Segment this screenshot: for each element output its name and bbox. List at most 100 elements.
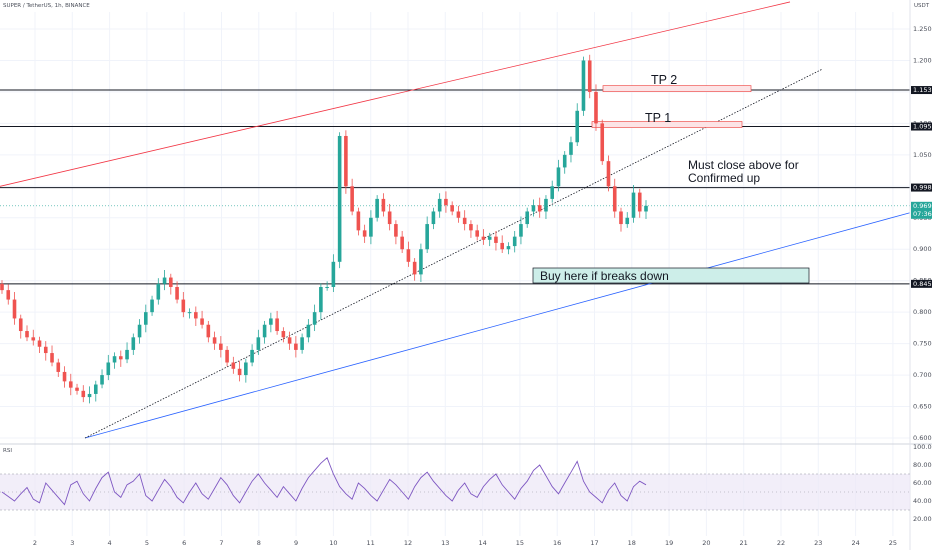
candle-body <box>75 387 79 391</box>
price-badge <box>911 279 932 288</box>
candle-body <box>287 337 292 344</box>
time-tick-label: 21 <box>740 539 748 547</box>
dotted-trendline <box>84 68 823 439</box>
price-tick-label: 1.250 <box>913 25 932 33</box>
candle-body <box>556 167 561 187</box>
candle-body <box>256 337 261 350</box>
candle-body <box>12 299 17 319</box>
candle-body <box>406 249 411 262</box>
time-tick-label: 9 <box>294 539 298 547</box>
candle-body <box>381 198 386 212</box>
candle-body <box>506 246 511 250</box>
price-badge-label: 1.153 <box>913 86 932 94</box>
candle-body <box>25 331 29 338</box>
candle-body <box>394 224 398 237</box>
rsi-tick-label: 60.00 <box>913 479 932 487</box>
candle-body <box>50 353 54 363</box>
time-tick-label: 6 <box>182 539 186 547</box>
candle-body <box>0 283 4 291</box>
rsi-pane <box>0 457 910 511</box>
time-tick-label: 20 <box>702 539 710 547</box>
candle-body <box>200 318 204 325</box>
candle-body <box>18 318 23 332</box>
price-badge <box>911 201 932 219</box>
price-badge-label: 0.969 <box>913 202 932 210</box>
candle-body <box>537 205 542 212</box>
rsi-tick-label: 100.00 <box>913 443 932 451</box>
tp1-label: TP 1 <box>645 111 671 125</box>
rsi-tick-label: 40.00 <box>913 497 932 505</box>
candle-body <box>137 324 142 338</box>
candle-body <box>612 186 617 212</box>
must-close-label-2: Confirmed up <box>688 171 760 185</box>
candle-body <box>294 343 298 350</box>
candle-body <box>150 299 154 313</box>
candle-body <box>569 142 573 155</box>
annotation-boxes <box>532 85 810 284</box>
price-badge <box>911 122 932 131</box>
tp2-box <box>602 85 752 92</box>
candle-body <box>31 337 36 341</box>
price-tick-label: 0.600 <box>913 434 932 442</box>
price-badge-label: 1.095 <box>913 123 932 131</box>
candle-body <box>281 331 286 338</box>
price-tick-label: 0.700 <box>913 371 932 379</box>
price-axis-background <box>910 0 932 550</box>
candle-body <box>600 123 605 162</box>
rsi-band <box>0 474 910 510</box>
price-badge-sub: 07:36 <box>913 210 932 218</box>
price-tick-label: 1.050 <box>913 151 932 159</box>
candle-body <box>68 381 73 388</box>
time-tick-label: 3 <box>70 539 74 547</box>
rsi-line <box>1 457 647 506</box>
time-tick-label: 2 <box>33 539 37 547</box>
candle-body <box>106 362 111 376</box>
candle-body <box>212 337 217 344</box>
tp2-label: TP 2 <box>651 73 677 87</box>
candle-body <box>43 346 48 354</box>
candle-body <box>644 205 648 212</box>
candle-body <box>169 277 173 287</box>
candle-body <box>469 224 473 231</box>
candle-body <box>125 349 129 360</box>
candle-body <box>356 211 361 231</box>
price-badge <box>911 86 932 95</box>
time-tick-label: 22 <box>777 539 785 547</box>
candle-body <box>562 154 567 168</box>
time-tick-label: 17 <box>590 539 598 547</box>
candle-body <box>400 236 404 250</box>
symbol-title: SUPER / TetherUS, 1h, BINANCE <box>3 3 90 9</box>
time-tick-label: 4 <box>108 539 112 547</box>
annotation-labels: TP 2 TP 1 Must close above for Confirmed… <box>540 73 799 283</box>
time-tick-label: 11 <box>367 539 375 547</box>
candle-body <box>100 375 104 385</box>
candle-body <box>606 161 611 187</box>
candle-body <box>194 312 198 319</box>
candle-body <box>500 242 504 250</box>
time-tick-label: 10 <box>329 539 337 547</box>
candle-body <box>462 217 467 225</box>
rsi-axis-ticks: 100.00 80.00 60.00 40.00 20.00 <box>913 443 932 523</box>
time-tick-label: 19 <box>665 539 673 547</box>
candle-body <box>456 211 461 218</box>
candle-body <box>319 286 323 313</box>
candle-body <box>487 236 492 240</box>
candle-body <box>162 277 167 284</box>
candle-body <box>587 60 592 92</box>
candle-body <box>412 261 417 275</box>
buy-here-label: Buy here if breaks down <box>540 269 669 283</box>
price-badge-label: 0.998 <box>913 184 932 192</box>
time-tick-label: 7 <box>219 539 223 547</box>
candle-body <box>512 236 517 247</box>
time-tick-label: 18 <box>628 539 636 547</box>
candle-body <box>475 230 479 237</box>
candle-body <box>181 299 186 313</box>
candle-body <box>225 349 229 363</box>
candle-body <box>262 324 267 338</box>
candles <box>0 54 648 404</box>
candle-body <box>306 324 311 338</box>
candle-body <box>269 318 273 325</box>
candle-body <box>375 198 379 218</box>
price-tick-label: 0.750 <box>913 340 932 348</box>
